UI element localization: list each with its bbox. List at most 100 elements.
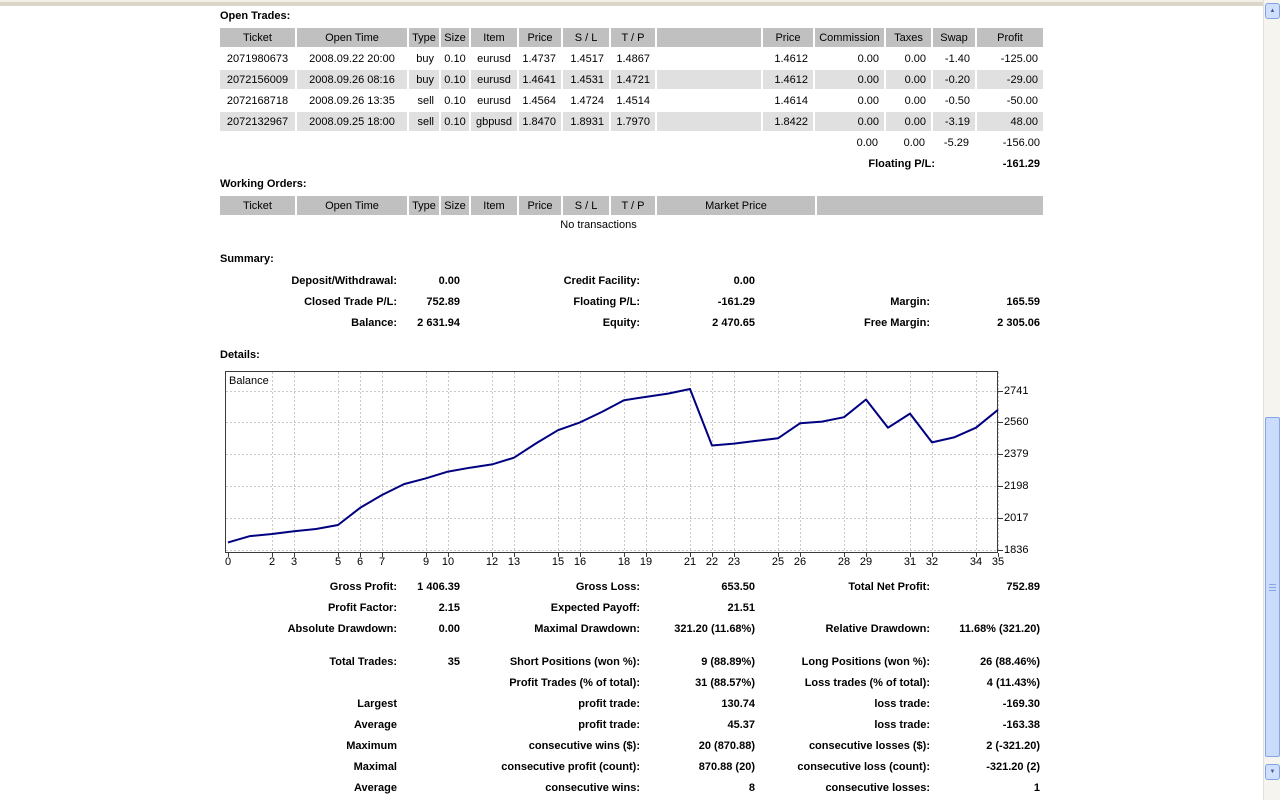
totals-swap: -5.29	[943, 137, 969, 149]
column-header: S / L	[563, 196, 609, 215]
x-axis-tick-label: 5	[334, 556, 342, 568]
floating-pl-label: Floating P/L:	[868, 158, 935, 170]
table-cell: 0.10	[444, 94, 466, 107]
stat-label: Loss trades (% of total):	[804, 677, 930, 689]
totals-taxes: 0.00	[903, 137, 925, 149]
table-cell: 1.4531	[563, 70, 609, 89]
x-axis-tick-label: 25	[771, 556, 785, 568]
stat-row: Closed Trade P/L: 752.89 Floating P/L: -161…	[0, 292, 1060, 313]
y-axis-tick-label: 2560	[1004, 416, 1029, 429]
floating-pl-row: Floating P/L: -161.29	[0, 154, 1060, 175]
table-cell: 0.00	[857, 94, 879, 107]
x-axis-tick-label: 3	[290, 556, 298, 568]
stat-label: consecutive losses ($):	[808, 740, 930, 752]
stat-label: Deposit/Withdrawal:	[291, 275, 397, 287]
stat-label: Maximum	[346, 740, 397, 752]
vertical-scrollbar[interactable]: ▲ ▼	[1263, 0, 1280, 800]
table-cell	[657, 70, 761, 89]
x-axis-tick-label: 12	[485, 556, 499, 568]
stat-value: 2 470.65	[712, 317, 755, 329]
column-header	[657, 28, 761, 47]
x-axis-tick-label: 16	[573, 556, 587, 568]
stat-row: Average consecutive wins: 8 consecutive los…	[0, 778, 1060, 799]
table-cell: 0.10	[441, 112, 469, 131]
y-axis-tick-label: 1836	[1004, 544, 1029, 556]
stat-value: 1	[1033, 782, 1040, 794]
scroll-thumb[interactable]	[1265, 417, 1280, 757]
x-axis-tick-label: 2	[268, 556, 276, 568]
table-cell: 1.4641	[519, 70, 561, 89]
column-header: Open Time	[297, 28, 407, 47]
stat-value: 130.74	[721, 698, 755, 710]
x-axis-tick-label: 9	[422, 556, 430, 568]
table-cell: 1.4614	[774, 94, 808, 107]
table-cell: 2071980673	[226, 52, 289, 65]
stat-label: Largest	[357, 698, 397, 710]
stat-label: Expected Payoff:	[550, 602, 640, 614]
floating-pl-value: -161.29	[1002, 158, 1040, 170]
stat-value: 870.88 (20)	[698, 761, 755, 773]
y-axis-tick-label: 2741	[1004, 384, 1029, 397]
stat-value: 31 (88.57%)	[695, 677, 755, 689]
table-row: 2072132967 2008.09.25 18:00 sell 0.10 gbpusd…	[220, 112, 1043, 131]
stat-value: 11.68% (321.20)	[959, 623, 1040, 635]
stat-label: Average	[353, 719, 397, 731]
x-axis-tick-label: 19	[639, 556, 653, 568]
x-axis-tick-label: 26	[793, 556, 807, 568]
x-axis-tick-label: 6	[356, 556, 364, 568]
stat-label: profit trade:	[578, 698, 640, 710]
column-header: Size	[441, 196, 469, 215]
stat-row: Maximum consecutive wins ($): 20 (870.88) c…	[0, 736, 1060, 757]
stat-value: -163.38	[1002, 719, 1040, 731]
table-cell: 1.4612	[774, 52, 808, 65]
stat-label: loss trade:	[874, 698, 930, 710]
stat-value: 653.50	[721, 581, 755, 593]
table-cell: -29.00	[977, 70, 1043, 89]
x-axis-tick-label: 10	[441, 556, 455, 568]
y-axis-tick-label: 2379	[1004, 448, 1029, 461]
stat-label: Profit Trades (% of total):	[509, 677, 640, 689]
stat-value: 45.37	[727, 719, 755, 731]
table-cell: 0.00	[815, 70, 884, 89]
table-cell: 1.4721	[611, 70, 655, 89]
stat-row: Profit Trades (% of total): 31 (88.57%) Lo…	[0, 673, 1060, 694]
table-cell: buy	[409, 70, 439, 89]
table-cell: 0.00	[886, 70, 931, 89]
table-cell: -125.00	[1000, 52, 1038, 65]
stat-value: 752.89	[1006, 581, 1040, 593]
stat-label: Equity:	[602, 317, 640, 329]
stat-value: 321.20 (11.68%)	[674, 623, 755, 635]
stat-row: Balance: 2 631.94 Equity: 2 470.65 Free Marg…	[0, 313, 1060, 334]
toolbar-edge-strip	[0, 0, 1280, 7]
summary-title: Summary:	[220, 253, 274, 265]
stat-row: Average profit trade: 45.37 loss trade: -163…	[0, 715, 1060, 736]
table-row: 2072156009 2008.09.26 08:16 buy 0.10 eurusd 1…	[220, 70, 1043, 89]
table-cell	[657, 49, 761, 68]
stat-value: -161.29	[717, 296, 755, 308]
stat-value: 2 631.94	[417, 317, 460, 329]
stat-label: profit trade:	[578, 719, 640, 731]
column-header: T / P	[611, 196, 655, 215]
stat-row: Maximal consecutive profit (count): 870.88…	[0, 757, 1060, 778]
column-header: Profit	[977, 28, 1043, 47]
table-cell: sell	[409, 112, 439, 131]
stat-row: Largest profit trade: 130.74 loss trade: -16…	[0, 694, 1060, 715]
scroll-down-button[interactable]: ▼	[1265, 764, 1280, 780]
column-header: T / P	[611, 28, 655, 47]
scroll-up-button[interactable]: ▲	[1265, 3, 1280, 19]
stat-value: 2.15	[438, 602, 460, 614]
x-axis-tick-label: 35	[991, 556, 1005, 568]
x-axis-tick-label: 29	[859, 556, 873, 568]
table-cell: 0.10	[441, 70, 469, 89]
stat-value: 2 305.06	[997, 317, 1040, 329]
totals-commission: 0.00	[856, 137, 878, 149]
stat-label: Free Margin:	[863, 317, 930, 329]
table-row: 2071980673 2008.09.22 20:00 buy 0.10 eurusd 1…	[220, 49, 1043, 68]
table-cell: buy	[416, 52, 434, 65]
table-cell: 1.8931	[563, 112, 609, 131]
table-cell: 1.7970	[611, 112, 655, 131]
stat-value: 1 406.39	[417, 581, 460, 593]
column-header: Market Price	[657, 196, 815, 215]
